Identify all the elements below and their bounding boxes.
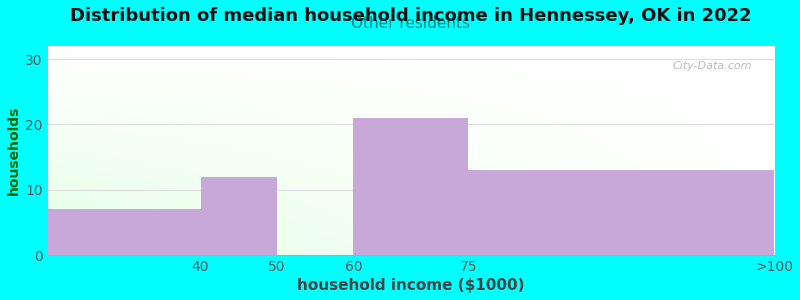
Bar [201, 177, 277, 255]
Bar [468, 170, 774, 255]
Bar [354, 118, 468, 255]
Title: Distribution of median household income in Hennessey, OK in 2022: Distribution of median household income … [70, 7, 752, 25]
Text: Other residents: Other residents [351, 16, 470, 31]
Bar [47, 209, 201, 255]
X-axis label: household income ($1000): household income ($1000) [297, 278, 525, 293]
Text: City-Data.com: City-Data.com [673, 61, 752, 70]
Y-axis label: households: households [7, 106, 21, 195]
